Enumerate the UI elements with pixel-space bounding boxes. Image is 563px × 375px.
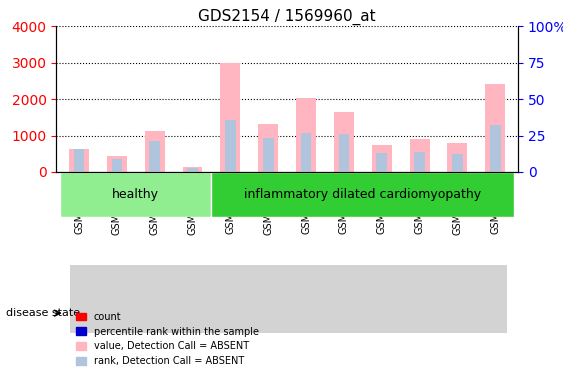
Bar	[225, 120, 236, 172]
Bar	[69, 149, 89, 172]
Bar	[221, 63, 240, 172]
Text: healthy: healthy	[112, 188, 159, 201]
Bar	[334, 112, 354, 172]
Bar	[74, 148, 84, 172]
Bar	[410, 139, 430, 172]
Legend: count, percentile rank within the sample, value, Detection Call = ABSENT, rank, : count, percentile rank within the sample…	[73, 308, 263, 370]
Bar	[485, 84, 505, 172]
Bar	[182, 167, 203, 172]
Bar	[263, 138, 274, 172]
Bar	[296, 98, 316, 172]
Bar	[377, 153, 387, 172]
Text: inflammatory dilated cardiomyopathy: inflammatory dilated cardiomyopathy	[244, 188, 481, 201]
FancyBboxPatch shape	[60, 172, 212, 217]
Bar	[258, 124, 278, 172]
Bar	[107, 156, 127, 172]
Bar	[448, 143, 467, 172]
Bar	[301, 133, 311, 172]
Text: disease state: disease state	[6, 308, 80, 318]
Bar	[490, 125, 501, 172]
Title: GDS2154 / 1569960_at: GDS2154 / 1569960_at	[198, 9, 376, 25]
FancyBboxPatch shape	[212, 172, 514, 217]
Bar	[145, 131, 164, 172]
Bar	[372, 146, 392, 172]
Bar	[452, 154, 463, 172]
Bar	[111, 159, 122, 172]
Bar	[414, 152, 425, 172]
Bar	[187, 168, 198, 172]
Bar	[338, 134, 349, 172]
Bar	[149, 141, 160, 172]
